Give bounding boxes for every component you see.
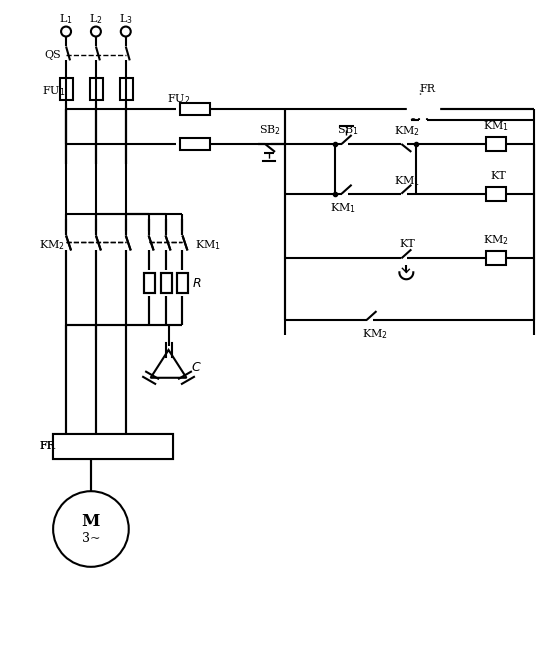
Text: $C$: $C$ — [191, 361, 201, 374]
Bar — [486, 137, 506, 151]
Text: KM$_1$: KM$_1$ — [330, 201, 355, 215]
Bar — [144, 273, 155, 293]
Bar — [486, 251, 506, 265]
Text: L$_1$: L$_1$ — [59, 13, 73, 27]
Bar — [178, 273, 188, 293]
Text: FU$_1$: FU$_1$ — [42, 84, 66, 98]
Text: FU$_2$: FU$_2$ — [167, 92, 190, 106]
Text: FR: FR — [39, 442, 55, 452]
Text: KM$_2$: KM$_2$ — [394, 124, 420, 138]
Text: KM$_2$: KM$_2$ — [362, 327, 388, 341]
Bar — [120, 78, 132, 100]
Bar — [144, 273, 155, 293]
Text: KM$_1$: KM$_1$ — [195, 239, 221, 252]
Bar — [486, 187, 506, 201]
Text: 3~: 3~ — [82, 533, 100, 545]
Bar — [407, 95, 439, 117]
Bar — [181, 138, 210, 150]
Text: FR: FR — [423, 101, 439, 111]
Text: $R$: $R$ — [193, 277, 202, 290]
Text: QS: QS — [44, 51, 61, 61]
Text: KM$_1$: KM$_1$ — [483, 119, 509, 133]
Text: M: M — [82, 513, 100, 529]
Text: L$_3$: L$_3$ — [119, 13, 132, 27]
Text: FR: FR — [419, 84, 435, 94]
Text: KM$_2$: KM$_2$ — [483, 233, 509, 247]
Bar — [60, 78, 73, 100]
Text: L$_2$: L$_2$ — [89, 13, 103, 27]
Text: KM$_1$: KM$_1$ — [394, 174, 421, 188]
Text: FR: FR — [39, 442, 55, 452]
Bar — [53, 434, 173, 460]
Bar — [161, 273, 172, 293]
Bar — [53, 434, 173, 460]
Bar — [178, 273, 188, 293]
Text: SB$_2$: SB$_2$ — [259, 123, 281, 137]
Bar — [181, 103, 210, 115]
Text: KT: KT — [400, 239, 415, 249]
Bar — [161, 273, 172, 293]
Text: SB$_1$: SB$_1$ — [337, 123, 359, 137]
Text: KM$_2$: KM$_2$ — [39, 239, 65, 252]
Text: KT: KT — [490, 171, 506, 181]
Bar — [64, 164, 190, 219]
Bar — [90, 78, 103, 100]
